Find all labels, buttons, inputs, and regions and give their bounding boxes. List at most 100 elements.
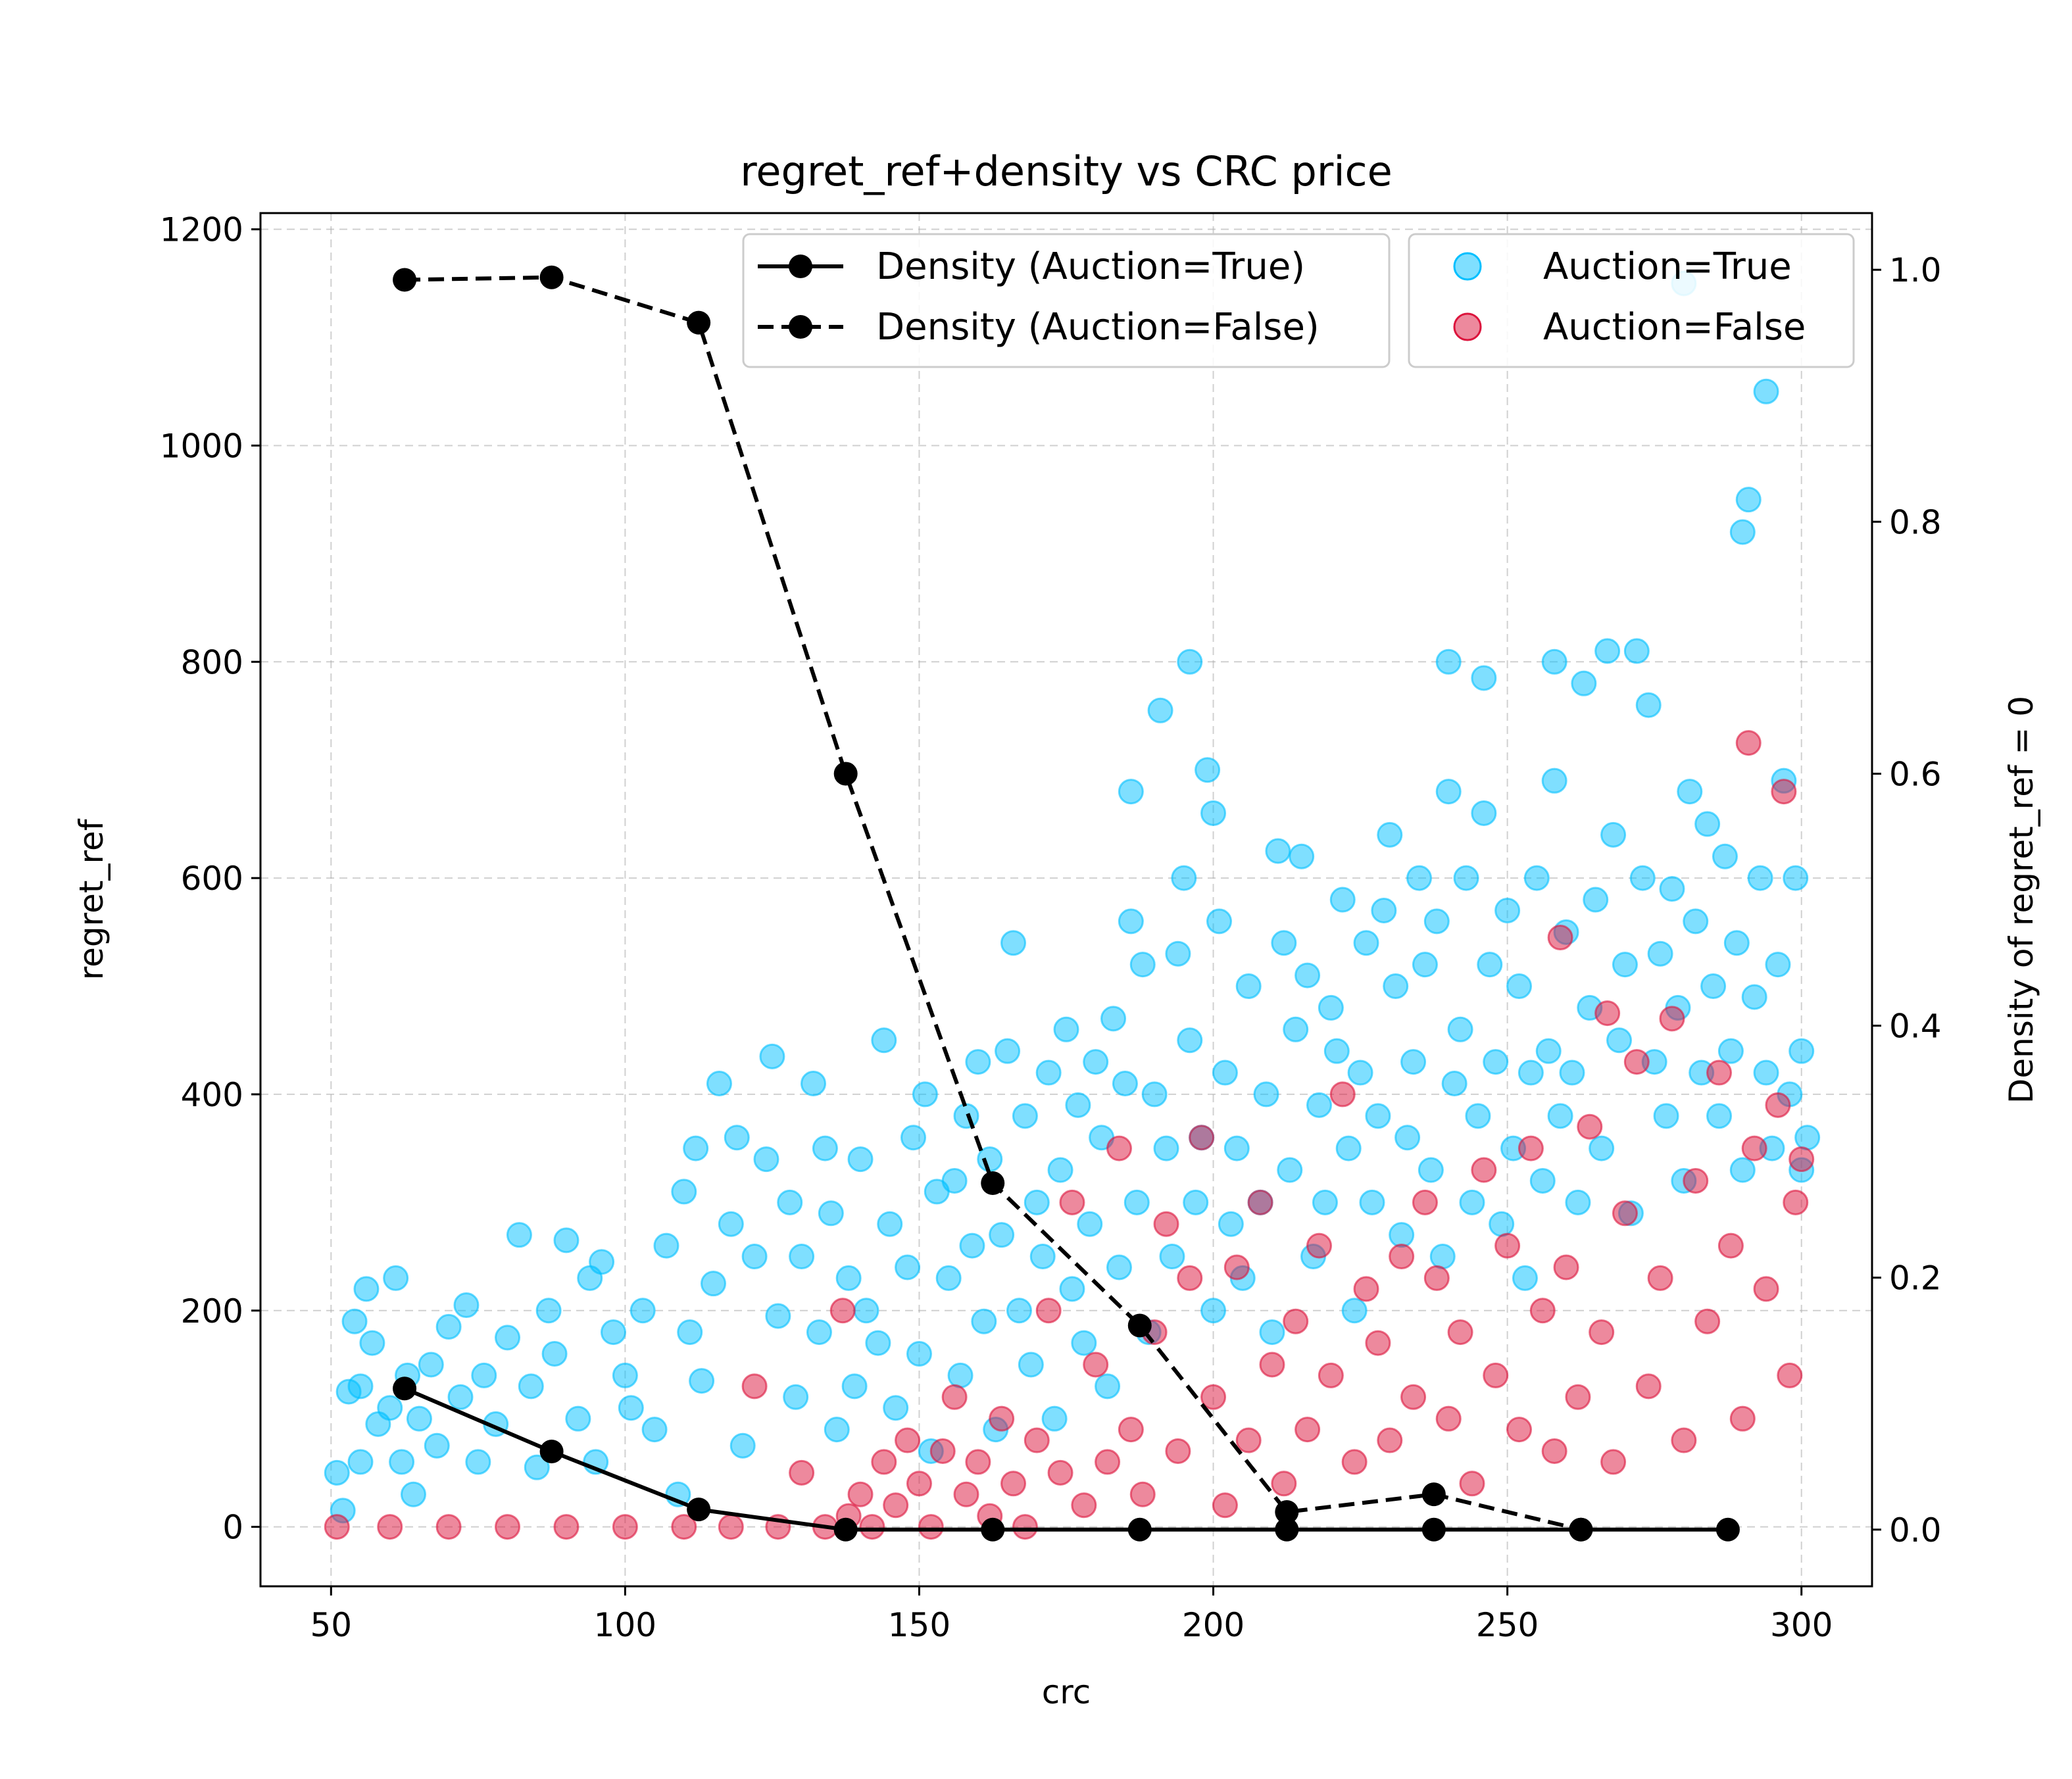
density-point-auction-true — [1421, 1517, 1446, 1542]
scatter-point-auction-true — [1435, 779, 1462, 805]
scatter-point-auction-true — [1141, 1081, 1168, 1108]
scatter-point-auction-true — [565, 1405, 591, 1432]
scatter-point-auction-true — [995, 1038, 1021, 1064]
scatter-point-auction-true — [765, 1303, 791, 1329]
legend-auction-true-label: Auction=True — [1543, 245, 1792, 288]
scatter-point-auction-true — [847, 1146, 874, 1173]
scatter-point-auction-false — [1000, 1471, 1027, 1497]
y-tick-label: 0 — [222, 1509, 243, 1547]
scatter-point-auction-true — [1371, 897, 1397, 923]
y2-tick-label: 0.0 — [1889, 1511, 1942, 1549]
scatter-point-auction-true — [900, 1125, 927, 1151]
scatter-point-auction-true — [1147, 697, 1173, 723]
scatter-point-auction-true — [1471, 665, 1497, 691]
scatter-point-auction-true — [377, 1395, 403, 1421]
scatter-point-auction-false — [1435, 1405, 1462, 1432]
scatter-point-auction-true — [1200, 1298, 1227, 1324]
scatter-point-auction-true — [1435, 648, 1462, 675]
scatter-point-auction-true — [824, 1417, 850, 1443]
scatter-point-auction-false — [1341, 1449, 1368, 1475]
scatter-point-auction-true — [835, 1265, 862, 1291]
scatter-point-auction-false — [941, 1384, 968, 1410]
scatter-point-auction-true — [1483, 1049, 1509, 1075]
scatter-point-auction-false — [1771, 779, 1797, 805]
scatter-point-auction-true — [683, 1135, 709, 1161]
scatter-point-auction-true — [1489, 1211, 1515, 1237]
scatter-point-auction-true — [1018, 1352, 1044, 1378]
scatter-point-auction-true — [1753, 1060, 1779, 1086]
scatter-point-auction-true — [883, 1395, 909, 1421]
scatter-point-auction-true — [1153, 1135, 1179, 1161]
scatter-point-auction-true — [1112, 1070, 1138, 1096]
density-point-auction-false — [539, 265, 564, 289]
scatter-point-auction-true — [1494, 897, 1521, 923]
scatter-point-auction-false — [1106, 1135, 1132, 1161]
scatter-point-auction-true — [653, 1232, 679, 1259]
scatter-point-auction-true — [1318, 994, 1344, 1021]
y-tick-label: 800 — [181, 643, 243, 681]
scatter-point-auction-true — [759, 1043, 785, 1069]
y-tick-label: 1000 — [160, 427, 243, 465]
scatter-point-auction-true — [1647, 940, 1673, 967]
scatter-point-auction-false — [965, 1449, 991, 1475]
scatter-point-auction-true — [435, 1313, 462, 1340]
scatter-point-auction-true — [1123, 1189, 1150, 1215]
scatter-point-auction-false — [1129, 1481, 1156, 1507]
scatter-point-auction-true — [400, 1481, 426, 1507]
scatter-point-auction-true — [959, 1232, 985, 1259]
scatter-point-auction-true — [853, 1298, 879, 1324]
scatter-point-auction-false — [1118, 1417, 1144, 1443]
scatter-point-auction-true — [629, 1298, 656, 1324]
scatter-point-auction-true — [1195, 757, 1221, 783]
scatter-point-auction-true — [729, 1432, 756, 1459]
scatter-point-auction-false — [741, 1373, 768, 1400]
density-point-auction-true — [393, 1377, 417, 1401]
scatter-point-auction-false — [1729, 1405, 1756, 1432]
scatter-point-auction-false — [1459, 1471, 1485, 1497]
scatter-point-auction-false — [1223, 1254, 1250, 1280]
scatter-point-auction-true — [753, 1146, 779, 1173]
scatter-point-auction-false — [1365, 1330, 1391, 1356]
scatter-point-auction-false — [671, 1514, 697, 1540]
scatter-point-auction-true — [953, 1103, 979, 1129]
scatter-point-auction-false — [918, 1514, 944, 1540]
scatter-point-auction-false — [1547, 925, 1573, 951]
scatter-point-auction-true — [447, 1384, 474, 1410]
density-layer — [393, 265, 1740, 1542]
scatter-point-auction-false — [1694, 1308, 1721, 1334]
scatter-point-auction-false — [1735, 730, 1762, 756]
scatter-point-auction-true — [1389, 1222, 1415, 1248]
scatter-point-auction-false — [1777, 1362, 1803, 1388]
scatter-point-auction-true — [1235, 973, 1262, 1000]
scatter-point-auction-true — [1077, 1211, 1103, 1237]
density-point-auction-true — [687, 1498, 711, 1522]
legend-scatter: Auction=True Auction=False — [1408, 233, 1855, 368]
scatter-point-auction-true — [1723, 930, 1750, 956]
scatter-point-auction-true — [1347, 1060, 1373, 1086]
density-point-auction-true — [539, 1440, 564, 1464]
legend-density-false-label: Density (Auction=False) — [876, 306, 1320, 349]
scatter-point-auction-true — [947, 1362, 974, 1388]
scatter-point-auction-true — [1283, 1016, 1309, 1042]
scatter-point-auction-true — [783, 1384, 809, 1410]
scatter-point-auction-true — [1459, 1189, 1485, 1215]
density-point-auction-false — [1421, 1482, 1446, 1507]
y-tick-label: 1200 — [160, 211, 243, 249]
scatter-point-auction-false — [1329, 1081, 1356, 1108]
scatter-point-auction-true — [1517, 1060, 1544, 1086]
scatter-point-auction-true — [506, 1222, 532, 1248]
scatter-point-auction-false — [1717, 1232, 1744, 1259]
scatter-point-auction-true — [465, 1449, 491, 1475]
scatter-point-auction-false — [1506, 1417, 1533, 1443]
scatter-point-auction-true — [1412, 952, 1438, 978]
scatter-point-auction-false — [1529, 1298, 1556, 1324]
scatter-point-auction-false — [906, 1471, 932, 1497]
scatter-point-auction-true — [1289, 843, 1315, 869]
scatter-point-auction-true — [1512, 1265, 1538, 1291]
scatter-point-auction-false — [718, 1514, 744, 1540]
scatter-point-auction-false — [1594, 1000, 1621, 1027]
scatter-point-auction-true — [1700, 973, 1727, 1000]
scatter-point-auction-true — [1177, 648, 1203, 675]
y2-tick-label: 0.6 — [1889, 755, 1942, 793]
scatter-point-auction-false — [1753, 1276, 1779, 1302]
